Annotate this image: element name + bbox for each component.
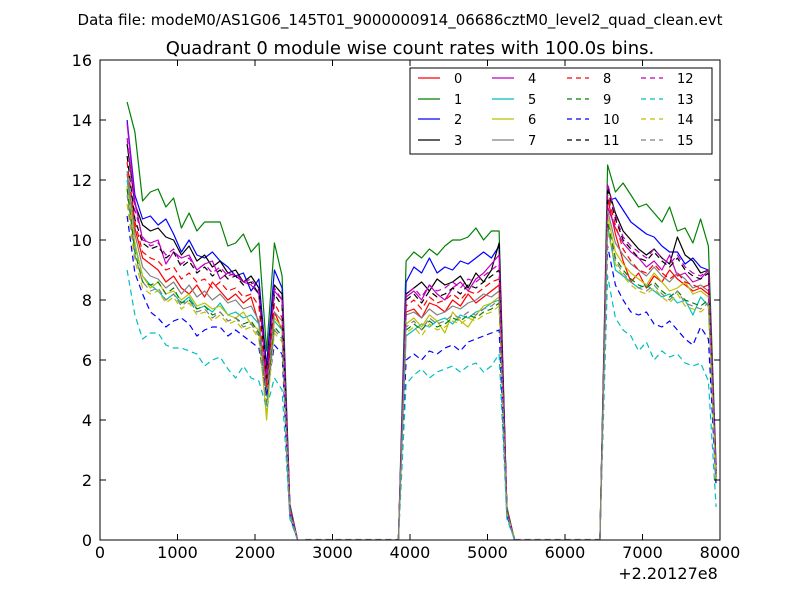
x-axis-offset-label: +2.20127e8 [618, 564, 718, 583]
x-tick-label: 0 [95, 543, 105, 562]
y-tick-label: 8 [82, 291, 92, 310]
legend-label-0: 0 [454, 72, 462, 87]
plot-frame [99, 59, 721, 541]
legend-label-12: 12 [677, 72, 694, 87]
y-tick-label: 4 [82, 411, 92, 430]
series-line-9 [126, 188, 717, 541]
x-tick-label: 6000 [545, 543, 586, 562]
legend-label-14: 14 [677, 113, 694, 128]
x-tick-label: 1000 [157, 543, 198, 562]
x-tick-label: 4000 [390, 543, 431, 562]
y-tick-label: 6 [82, 351, 92, 370]
tick-layer: 0 1000 2000 3000 4000 5000 6000 7000 80000246810… [72, 51, 741, 562]
x-tick-label: 2000 [235, 543, 276, 562]
x-tick-label: 7000 [622, 543, 663, 562]
legend-label-8: 8 [603, 72, 611, 87]
series-line-8 [126, 161, 717, 541]
y-tick-label: 12 [72, 171, 92, 190]
legend-label-13: 13 [677, 93, 694, 108]
legend-label-6: 6 [528, 113, 536, 128]
series-line-14 [126, 203, 717, 541]
legend-label-7: 7 [528, 134, 536, 149]
series-line-2 [126, 119, 717, 541]
series-layer [126, 101, 717, 541]
series-line-1 [126, 101, 717, 541]
series-line-10 [126, 215, 717, 541]
y-tick-label: 0 [82, 531, 92, 550]
y-tick-label: 14 [72, 111, 92, 130]
x-tick-label: 3000 [312, 543, 353, 562]
legend-label-10: 10 [603, 113, 620, 128]
legend-label-3: 3 [454, 134, 462, 149]
y-tick-label: 2 [82, 471, 92, 490]
y-tick-label: 10 [72, 231, 92, 250]
legend-label-1: 1 [454, 93, 462, 108]
legend-label-15: 15 [677, 134, 694, 149]
figure-suptitle: Data file: modeM0/AS1G06_145T01_90000009… [78, 11, 723, 30]
legend-label-2: 2 [454, 113, 462, 128]
y-tick-label: 16 [72, 51, 92, 70]
series-line-13 [126, 269, 717, 541]
series-line-15 [126, 194, 717, 541]
series-line-12 [126, 137, 717, 541]
legend-label-5: 5 [528, 93, 536, 108]
x-tick-label: 8000 [700, 543, 741, 562]
x-tick-label: 5000 [467, 543, 508, 562]
legend-label-11: 11 [603, 134, 620, 149]
chart-title: Quadrant 0 module wise count rates with … [166, 38, 655, 59]
legend-label-9: 9 [603, 93, 611, 108]
legend-label-4: 4 [528, 72, 536, 87]
